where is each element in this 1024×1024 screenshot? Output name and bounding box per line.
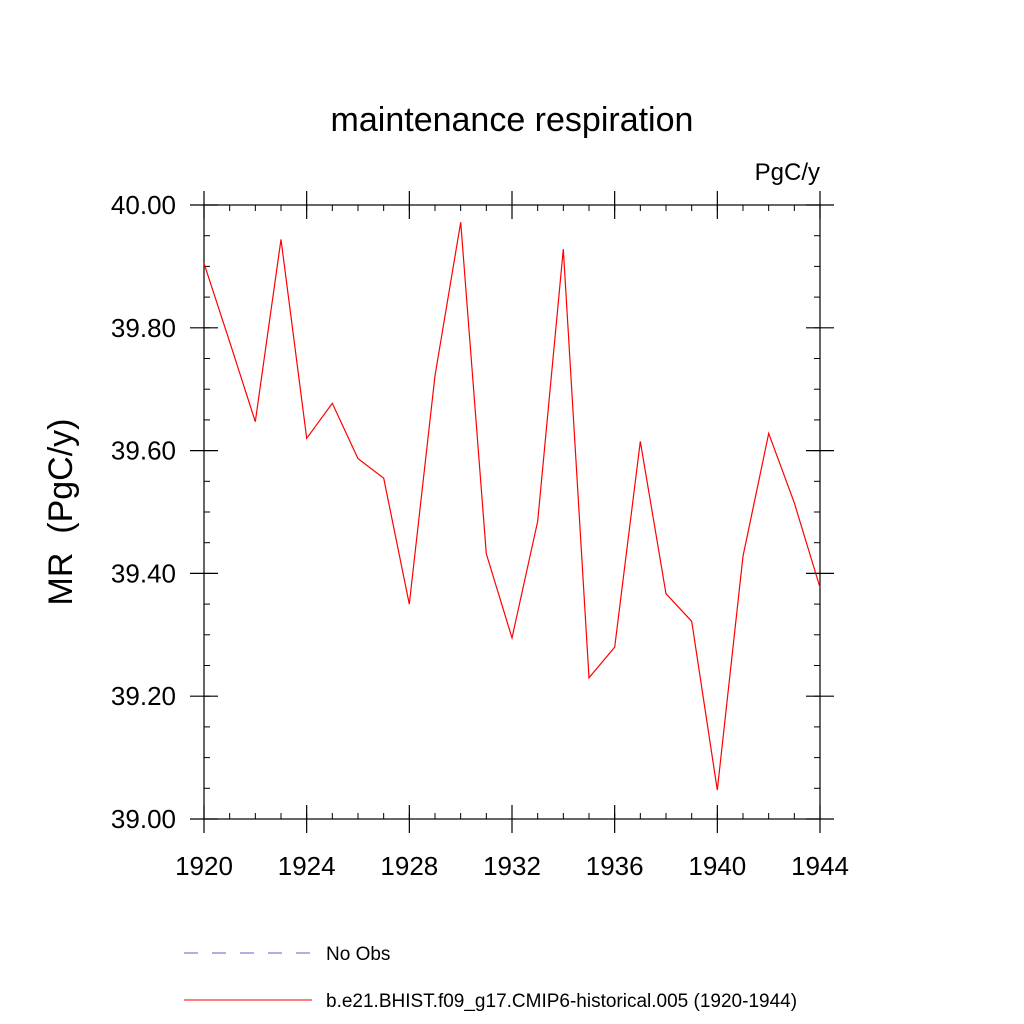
x-tick-label: 1920 — [175, 851, 233, 881]
y-tick-label: 39.00 — [111, 804, 176, 834]
units-label: PgC/y — [755, 159, 820, 186]
y-axis: 39.00 39.20 39.40 39.60 39.80 40.00 — [111, 190, 834, 834]
series-line-0 — [203, 222, 821, 791]
x-tick-label: 1944 — [791, 851, 849, 881]
x-tick-label: 1924 — [278, 851, 336, 881]
y-tick-label: 39.60 — [111, 436, 176, 466]
plot-frame — [203, 204, 821, 820]
legend-label-1: b.e21.BHIST.f09_g17.CMIP6-historical.005… — [326, 991, 797, 1012]
y-axis-label: MR (PgC/y) — [42, 419, 80, 606]
minor-ticks — [203, 204, 821, 820]
x-tick-label: 1940 — [688, 851, 746, 881]
legend-label-0: No Obs — [326, 944, 390, 965]
x-tick-label: 1928 — [380, 851, 438, 881]
x-tick-label: 1932 — [483, 851, 541, 881]
y-tick-label: 39.40 — [111, 558, 176, 588]
x-axis: 1920 1924 1928 1932 1936 1940 1944 — [175, 191, 849, 881]
y-tick-label: 40.00 — [111, 190, 176, 220]
chart-title: maintenance respiration — [331, 101, 694, 139]
y-tick-label: 39.80 — [111, 313, 176, 343]
series-layer — [203, 222, 821, 791]
legend: No Obs b.e21.BHIST.f09_g17.CMIP6-historic… — [184, 944, 797, 1012]
x-tick-label: 1936 — [586, 851, 644, 881]
y-tick-label: 39.20 — [111, 681, 176, 711]
